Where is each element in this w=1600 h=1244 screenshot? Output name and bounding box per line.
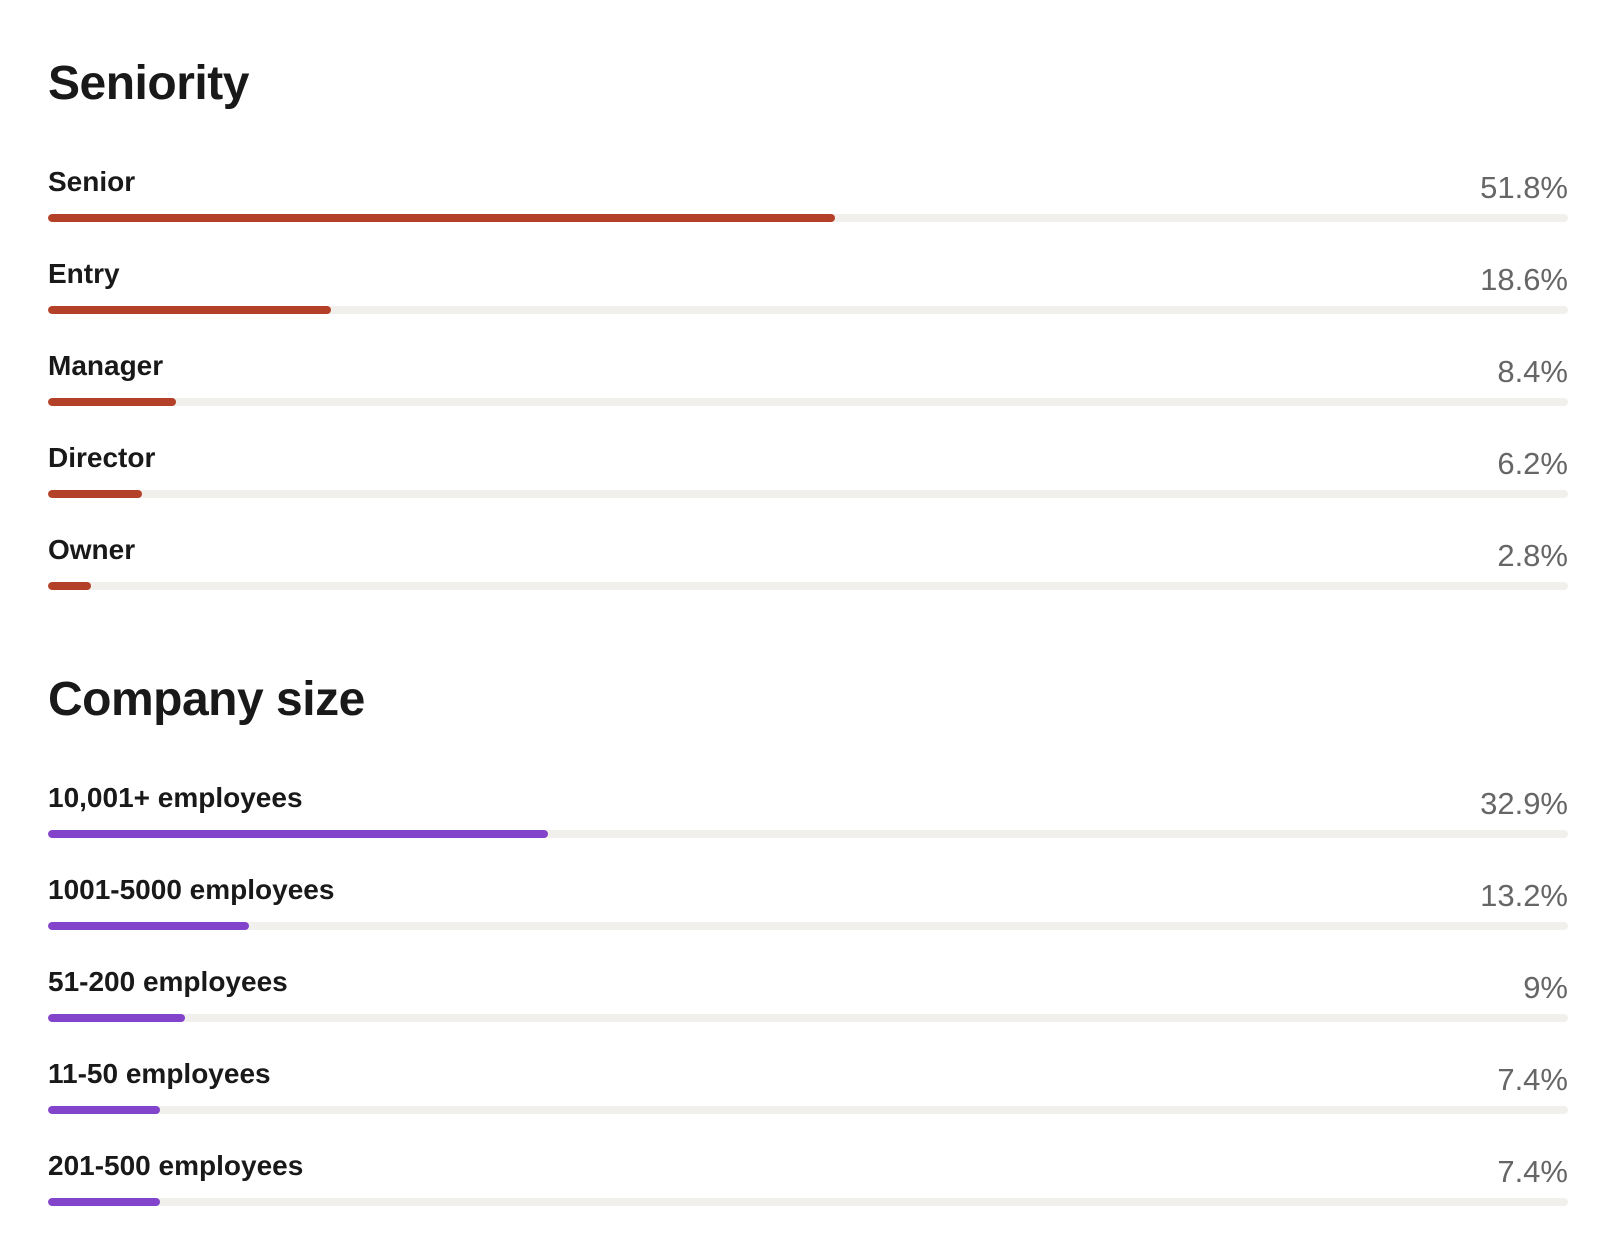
seniority-percent: 51.8% bbox=[1480, 170, 1568, 205]
company-size-percent: 7.4% bbox=[1497, 1062, 1568, 1097]
seniority-row-entry: Entry 18.6% bbox=[48, 244, 1568, 336]
seniority-row-director: Director 6.2% bbox=[48, 428, 1568, 520]
seniority-label: Entry bbox=[48, 258, 120, 289]
progress-fill bbox=[48, 1106, 161, 1114]
progress-track bbox=[48, 922, 1568, 930]
progress-fill bbox=[48, 490, 143, 498]
progress-track bbox=[48, 398, 1568, 406]
progress-fill bbox=[48, 1014, 185, 1022]
progress-track bbox=[48, 582, 1568, 590]
seniority-row-manager: Manager 8.4% bbox=[48, 336, 1568, 428]
progress-fill bbox=[48, 214, 836, 222]
progress-track bbox=[48, 490, 1568, 498]
company-size-section: Company size 10,001+ employees 32.9% 100… bbox=[48, 668, 1568, 1228]
progress-track bbox=[48, 1014, 1568, 1022]
company-size-row-11-50: 11-50 employees 7.4% bbox=[48, 1044, 1568, 1136]
progress-fill bbox=[48, 1198, 161, 1206]
company-size-label: 11-50 employees bbox=[48, 1058, 271, 1089]
company-size-label: 51-200 employees bbox=[48, 966, 288, 997]
seniority-percent: 8.4% bbox=[1497, 354, 1568, 389]
company-size-row-201-500: 201-500 employees 7.4% bbox=[48, 1136, 1568, 1228]
seniority-section: Seniority Senior 51.8% Entry 18.6% Manag… bbox=[48, 52, 1568, 612]
company-size-percent: 32.9% bbox=[1480, 786, 1568, 821]
progress-track bbox=[48, 1198, 1568, 1206]
company-size-title: Company size bbox=[48, 673, 365, 726]
company-size-percent: 13.2% bbox=[1480, 878, 1568, 913]
seniority-percent: 6.2% bbox=[1497, 446, 1568, 481]
company-size-row-51-200: 51-200 employees 9% bbox=[48, 952, 1568, 1044]
progress-fill bbox=[48, 398, 176, 406]
seniority-list: Senior 51.8% Entry 18.6% Manager 8.4% bbox=[48, 152, 1568, 612]
progress-fill bbox=[48, 922, 249, 930]
company-size-percent: 9% bbox=[1523, 970, 1568, 1005]
progress-fill bbox=[48, 830, 549, 838]
seniority-percent: 18.6% bbox=[1480, 262, 1568, 297]
company-size-list: 10,001+ employees 32.9% 1001-5000 employ… bbox=[48, 768, 1568, 1228]
seniority-label: Owner bbox=[48, 534, 136, 565]
seniority-title: Seniority bbox=[48, 57, 249, 110]
seniority-label: Senior bbox=[48, 166, 136, 197]
seniority-row-owner: Owner 2.8% bbox=[48, 520, 1568, 612]
progress-fill bbox=[48, 582, 91, 590]
company-size-row-1001-5000: 1001-5000 employees 13.2% bbox=[48, 860, 1568, 952]
seniority-label: Director bbox=[48, 442, 156, 473]
seniority-label: Manager bbox=[48, 350, 164, 381]
progress-track bbox=[48, 1106, 1568, 1114]
company-size-label: 1001-5000 employees bbox=[48, 874, 335, 905]
progress-fill bbox=[48, 306, 331, 314]
progress-track bbox=[48, 214, 1568, 222]
company-size-label: 201-500 employees bbox=[48, 1150, 304, 1181]
progress-track bbox=[48, 830, 1568, 838]
progress-track bbox=[48, 306, 1568, 314]
seniority-percent: 2.8% bbox=[1497, 538, 1568, 573]
company-size-label: 10,001+ employees bbox=[48, 782, 303, 813]
seniority-row-senior: Senior 51.8% bbox=[48, 152, 1568, 244]
company-size-row-10001-plus: 10,001+ employees 32.9% bbox=[48, 768, 1568, 860]
company-size-percent: 7.4% bbox=[1497, 1154, 1568, 1189]
